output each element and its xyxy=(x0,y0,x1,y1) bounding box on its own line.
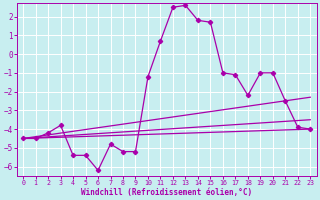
X-axis label: Windchill (Refroidissement éolien,°C): Windchill (Refroidissement éolien,°C) xyxy=(81,188,252,197)
